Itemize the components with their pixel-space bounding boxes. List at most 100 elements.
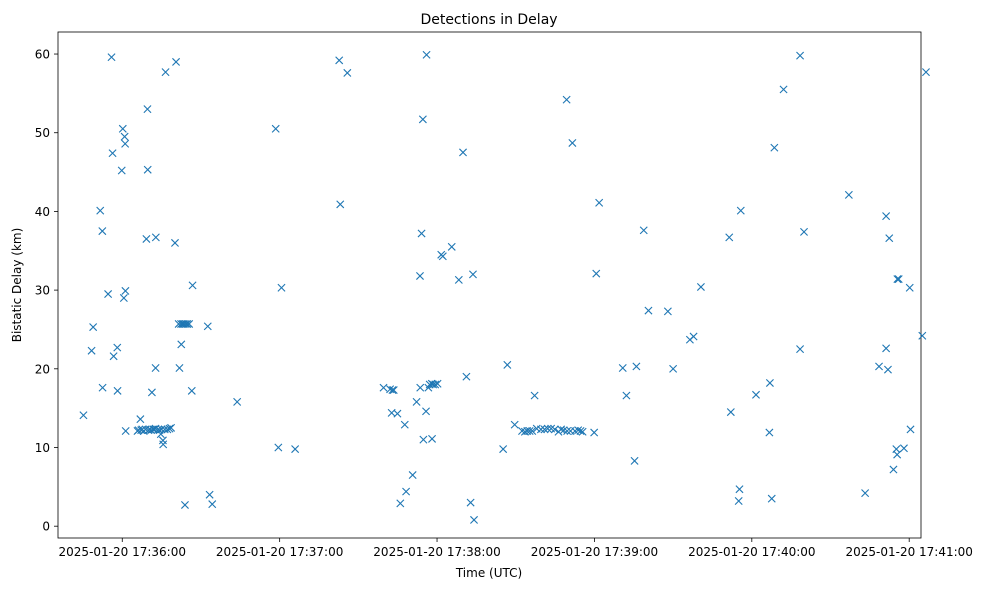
data-point xyxy=(470,515,479,524)
data-point xyxy=(177,340,186,349)
data-point xyxy=(136,415,145,424)
data-point xyxy=(415,271,424,280)
data-point xyxy=(208,500,217,509)
data-point xyxy=(181,319,190,328)
data-point xyxy=(104,290,113,299)
data-point xyxy=(632,362,641,371)
data-point xyxy=(894,275,903,284)
chart-title: Detections in Delay xyxy=(420,12,557,28)
data-point xyxy=(765,428,774,437)
data-point xyxy=(147,426,156,435)
data-point xyxy=(563,426,572,435)
data-point xyxy=(167,423,176,432)
x-tick-label: 2025-01-20 17:38:00 xyxy=(373,545,500,559)
data-point xyxy=(431,380,440,389)
scatter-points xyxy=(79,50,930,524)
data-point xyxy=(689,332,698,341)
data-point xyxy=(89,323,98,332)
data-point xyxy=(121,286,130,295)
y-axis: 0 10 20 30 40 50 60 xyxy=(35,48,58,534)
data-point xyxy=(98,383,107,392)
data-point xyxy=(893,275,902,284)
data-point xyxy=(899,444,908,453)
data-point xyxy=(861,489,870,498)
data-point xyxy=(574,426,583,435)
data-point xyxy=(147,388,156,397)
data-point xyxy=(180,500,189,509)
data-point xyxy=(96,206,105,215)
x-tick-label: 2025-01-20 17:39:00 xyxy=(531,545,658,559)
data-point xyxy=(205,490,214,499)
data-point xyxy=(143,165,152,174)
data-point xyxy=(388,386,397,395)
data-point xyxy=(800,227,808,236)
data-point xyxy=(400,420,409,429)
data-point xyxy=(557,425,566,434)
data-point xyxy=(568,138,577,147)
data-point xyxy=(159,440,168,449)
data-point xyxy=(639,226,648,235)
data-point xyxy=(277,283,286,292)
y-tick-label: 0 xyxy=(42,520,50,534)
data-point xyxy=(622,391,631,400)
data-point xyxy=(418,115,427,124)
data-point xyxy=(142,234,151,243)
y-tick-label: 30 xyxy=(35,284,50,298)
data-point xyxy=(172,57,181,66)
data-point xyxy=(885,234,894,243)
data-point xyxy=(98,227,107,236)
data-point xyxy=(87,346,96,355)
data-point xyxy=(171,238,179,247)
data-point xyxy=(528,426,537,435)
data-point xyxy=(121,426,130,435)
data-point xyxy=(644,306,653,315)
data-point xyxy=(630,456,639,465)
data-point xyxy=(143,105,152,114)
y-tick-label: 40 xyxy=(35,205,50,219)
data-point xyxy=(796,51,805,60)
data-point xyxy=(109,352,118,361)
data-point xyxy=(336,200,345,209)
x-tick-label: 2025-01-20 17:40:00 xyxy=(688,545,815,559)
data-point xyxy=(725,233,734,242)
data-point xyxy=(417,229,426,238)
data-point xyxy=(438,252,447,261)
data-point xyxy=(462,372,471,381)
data-point xyxy=(540,425,549,434)
x-tick-label: 2025-01-20 17:41:00 xyxy=(845,545,972,559)
data-point xyxy=(590,428,599,437)
data-point xyxy=(151,364,160,373)
x-tick-label: 2025-01-20 17:37:00 xyxy=(216,545,343,559)
data-point xyxy=(203,322,212,331)
data-point xyxy=(157,425,166,434)
data-point xyxy=(113,386,122,395)
y-tick-label: 50 xyxy=(35,126,50,140)
data-point xyxy=(151,233,160,242)
data-point xyxy=(187,386,196,395)
data-point xyxy=(119,293,128,302)
data-point xyxy=(503,360,512,369)
y-axis-label: Bistatic Delay (km) xyxy=(10,228,24,343)
y-tick-label: 10 xyxy=(35,441,50,455)
data-point xyxy=(592,269,601,278)
data-point xyxy=(875,362,884,371)
data-point xyxy=(796,345,805,354)
data-point xyxy=(736,206,745,215)
data-point xyxy=(669,364,678,373)
data-point xyxy=(120,132,129,141)
data-point xyxy=(416,383,425,392)
plot-area-frame xyxy=(57,31,922,539)
data-point xyxy=(844,190,853,199)
data-point xyxy=(118,124,127,133)
data-point xyxy=(882,212,891,221)
y-tick-label: 20 xyxy=(35,362,50,376)
data-point xyxy=(752,390,760,399)
data-point xyxy=(393,409,402,418)
data-point xyxy=(765,378,774,387)
data-point xyxy=(185,319,194,328)
data-point xyxy=(466,498,475,507)
data-point xyxy=(770,143,779,152)
data-point xyxy=(889,465,898,474)
data-point xyxy=(510,420,519,429)
